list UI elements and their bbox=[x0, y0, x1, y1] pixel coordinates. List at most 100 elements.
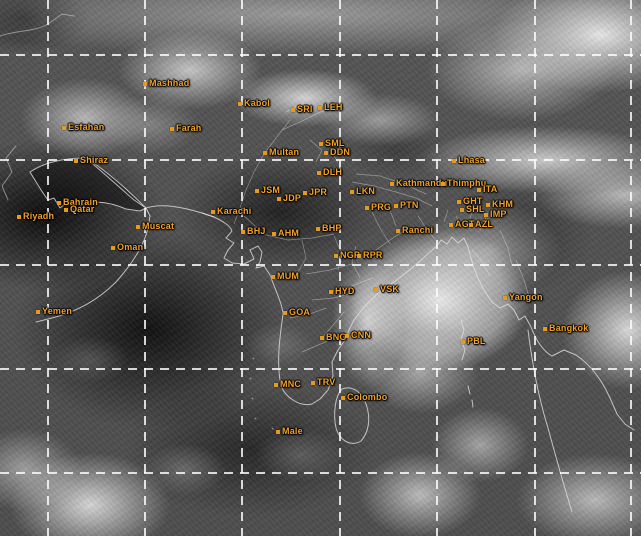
city-label-text: Bangkok bbox=[549, 323, 589, 333]
city-label-text: PTN bbox=[400, 200, 419, 210]
city-label-male: Male bbox=[276, 426, 303, 436]
grid-meridian bbox=[47, 0, 49, 536]
city-label-prg: PRG bbox=[365, 202, 391, 212]
city-label-text: Mashhad bbox=[149, 78, 190, 88]
city-marker-icon bbox=[283, 311, 287, 315]
city-marker-icon bbox=[276, 430, 280, 434]
city-label-esfahan: Esfahan bbox=[62, 122, 104, 132]
city-label-ita: ITA bbox=[477, 184, 497, 194]
city-label-text: Colombo bbox=[347, 392, 388, 402]
city-label-text: PRG bbox=[371, 202, 392, 212]
grid-parallel bbox=[0, 159, 641, 161]
city-marker-icon bbox=[320, 336, 324, 340]
city-marker-icon bbox=[36, 310, 40, 314]
city-marker-icon bbox=[263, 151, 267, 155]
city-marker-icon bbox=[503, 296, 507, 300]
city-label-bng: BNG bbox=[320, 332, 347, 342]
city-marker-icon bbox=[350, 190, 354, 194]
city-label-karachi: Karachi bbox=[211, 206, 251, 216]
city-label-text: Ranchi bbox=[402, 225, 434, 235]
city-marker-icon bbox=[64, 208, 68, 212]
city-label-ngp: NGP bbox=[334, 250, 360, 260]
grid-meridian bbox=[144, 0, 146, 536]
city-label-text: Farah bbox=[176, 123, 202, 133]
city-label-oman: Oman bbox=[111, 242, 143, 252]
grid-meridian bbox=[339, 0, 341, 536]
city-label-lkn: LKN bbox=[350, 186, 375, 196]
city-marker-icon bbox=[357, 254, 361, 258]
city-label-ranchi: Ranchi bbox=[396, 225, 433, 235]
city-label-text: Karachi bbox=[217, 206, 252, 216]
city-label-mum: MUM bbox=[271, 271, 299, 281]
city-label-text: BHJ bbox=[247, 226, 266, 236]
city-label-text: SML bbox=[325, 138, 345, 148]
city-label-text: ITA bbox=[483, 184, 498, 194]
city-label-jsm: JSM bbox=[255, 185, 280, 195]
city-label-hyd: HYD bbox=[329, 286, 355, 296]
malay-peninsula-coast bbox=[527, 329, 573, 513]
city-marker-icon bbox=[311, 381, 315, 385]
city-label-text: JSM bbox=[261, 185, 281, 195]
city-marker-icon bbox=[457, 200, 461, 204]
city-label-sml: SML bbox=[319, 138, 345, 148]
city-label-text: Kabol bbox=[244, 98, 271, 108]
city-label-text: Yangon bbox=[509, 292, 543, 302]
island-specks bbox=[249, 357, 274, 430]
city-marker-icon bbox=[390, 182, 394, 186]
grid-parallel bbox=[0, 368, 641, 370]
city-label-text: GHT bbox=[463, 196, 483, 206]
city-label-imp: IMP bbox=[484, 209, 507, 219]
city-label-text: Muscat bbox=[142, 221, 175, 231]
city-marker-icon bbox=[318, 106, 322, 110]
city-label-bahrain: Bahrain bbox=[57, 197, 98, 207]
city-label-muscat: Muscat bbox=[136, 221, 174, 231]
city-label-text: Male bbox=[282, 426, 303, 436]
city-marker-icon bbox=[543, 327, 547, 331]
city-label-azl: AZL bbox=[469, 219, 493, 229]
city-label-trv: TRV bbox=[311, 377, 335, 387]
city-label-text: IMP bbox=[490, 209, 507, 219]
city-label-text: JPR bbox=[309, 187, 328, 197]
grid-parallel bbox=[0, 54, 641, 56]
red-sea-coast bbox=[1, 145, 17, 201]
city-label-jdp: JDP bbox=[277, 193, 301, 203]
city-marker-icon bbox=[365, 206, 369, 210]
city-marker-icon bbox=[341, 396, 345, 400]
city-label-text: VSK bbox=[380, 284, 400, 294]
city-label-text: JDP bbox=[283, 193, 302, 203]
city-label-dlh: DLH bbox=[317, 167, 342, 177]
city-marker-icon bbox=[238, 102, 242, 106]
city-marker-icon bbox=[277, 197, 281, 201]
city-label-lhasa: Lhasa bbox=[452, 155, 485, 165]
city-label-text: SHL bbox=[466, 204, 485, 214]
city-marker-icon bbox=[211, 210, 215, 214]
city-marker-icon bbox=[170, 127, 174, 131]
city-marker-icon bbox=[272, 232, 276, 236]
city-label-shl: SHL bbox=[460, 204, 485, 214]
city-marker-icon bbox=[394, 204, 398, 208]
city-label-multan: Multan bbox=[263, 147, 299, 157]
city-label-farah: Farah bbox=[170, 123, 202, 133]
city-marker-icon bbox=[17, 215, 21, 219]
city-marker-icon bbox=[111, 246, 115, 250]
city-marker-icon bbox=[460, 208, 464, 212]
city-marker-icon bbox=[469, 223, 473, 227]
city-label-text: DDN bbox=[330, 147, 351, 157]
city-label-text: AHM bbox=[278, 228, 300, 238]
city-marker-icon bbox=[136, 225, 140, 229]
city-label-text: HYD bbox=[335, 286, 355, 296]
city-marker-icon bbox=[452, 159, 456, 163]
state-borders-central bbox=[243, 209, 449, 301]
city-label-bhj: BHJ bbox=[241, 226, 266, 236]
grid-parallel bbox=[0, 472, 641, 474]
city-label-text: GOA bbox=[289, 307, 311, 317]
city-label-colombo: Colombo bbox=[341, 392, 387, 402]
city-label-text: KHM bbox=[492, 199, 514, 209]
city-label-vsk: VSK bbox=[374, 284, 399, 294]
city-label-text: Qatar bbox=[70, 204, 95, 214]
grid-meridian bbox=[534, 0, 536, 536]
city-label-jpr: JPR bbox=[303, 187, 327, 197]
state-borders-northeast bbox=[455, 195, 531, 301]
city-label-bangkok: Bangkok bbox=[543, 323, 588, 333]
